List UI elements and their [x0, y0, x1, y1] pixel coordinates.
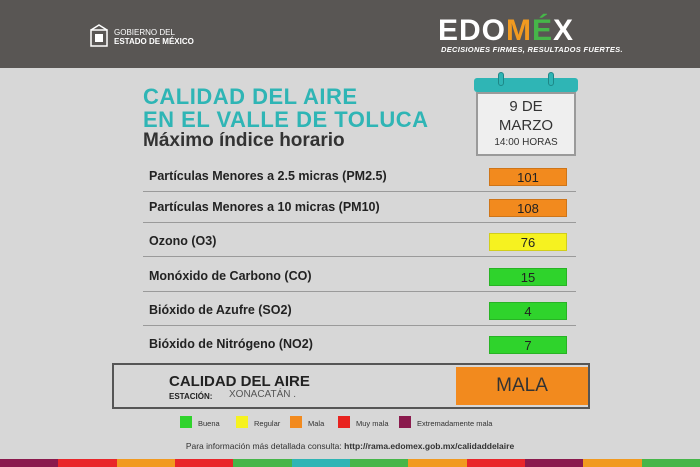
legend-label: Mala — [308, 419, 325, 428]
summary-title: CALIDAD DEL AIRE — [169, 373, 310, 390]
gov-line1: GOBIERNO DEL — [114, 28, 175, 37]
calendar-time: 14:00 HORAS — [494, 137, 558, 148]
pollutant-value: 76 — [489, 233, 567, 251]
legend-swatch — [399, 416, 411, 428]
legend-swatch — [236, 416, 248, 428]
color-stripe — [0, 459, 700, 467]
brand-part-x: X — [553, 14, 575, 47]
stripe-segment — [524, 459, 584, 467]
pollutant-label: Bióxido de Azufre (SO2) — [149, 303, 292, 317]
calendar-month: MARZO — [498, 117, 554, 134]
calendar-day: 9 DE — [509, 98, 543, 115]
row-divider — [143, 291, 576, 292]
legend-label: Regular — [254, 419, 281, 428]
government-label: GOBIERNO DEL ESTADO DE MÉXICO — [114, 28, 194, 46]
stripe-segment — [116, 459, 175, 467]
state-seal-icon — [90, 24, 108, 47]
row-divider — [143, 256, 576, 257]
pollutant-row-co: Monóxido de Carbono (CO) 15 — [143, 265, 576, 292]
calendar-ring — [498, 72, 504, 86]
pollutant-value: 15 — [489, 268, 567, 286]
station-label: ESTACIÓN: — [169, 392, 213, 401]
row-divider — [143, 191, 576, 192]
pollutant-value: 7 — [489, 336, 567, 354]
pollutant-label: Ozono (O3) — [149, 234, 217, 248]
title-line1: CALIDAD DEL AIRE — [143, 84, 358, 109]
more-info-text: Para información más detallada consulta:… — [0, 441, 700, 451]
title-line2: EN EL VALLE DE TOLUCA — [143, 107, 429, 132]
edomex-logo: EDOMÉX — [438, 14, 574, 48]
pollutant-label: Bióxido de Nitrógeno (NO2) — [149, 337, 313, 351]
stripe-segment — [349, 459, 409, 467]
stripe-segment — [58, 459, 117, 467]
legend-swatch — [290, 416, 302, 428]
row-divider — [143, 222, 576, 223]
legend-label: Extremadamente mala — [417, 419, 493, 428]
stripe-segment — [408, 459, 467, 467]
header-bar: GOBIERNO DEL ESTADO DE MÉXICO EDOMÉX DEC… — [0, 0, 700, 68]
pollutant-label: Monóxido de Carbono (CO) — [149, 269, 312, 283]
pollutant-label: Partículas Menores a 10 micras (PM10) — [149, 200, 380, 214]
pollutant-row-o3: Ozono (O3) 76 — [143, 230, 576, 257]
station-name: XONACATÁN . — [229, 389, 297, 400]
info-url-link[interactable]: http://rama.edomex.gob.mx/calidaddelaire — [344, 441, 515, 451]
brand-tagline: DECISIONES FIRMES, RESULTADOS FUERTES. — [441, 45, 623, 54]
stripe-segment — [466, 459, 525, 467]
legend-swatch — [338, 416, 350, 428]
brand-part-m: M — [506, 14, 533, 47]
calendar-header — [474, 78, 578, 92]
calendar-date: 9 DE MARZO 14:00 HORAS — [474, 72, 578, 156]
pollutant-row-pm10: Partículas Menores a 10 micras (PM10) 10… — [143, 196, 576, 223]
subtitle: Máximo índice horario — [143, 130, 345, 151]
stripe-segment — [583, 459, 642, 467]
info-prefix: Para información más detallada consulta: — [185, 441, 342, 451]
stripe-segment — [233, 459, 292, 467]
pollutant-value: 101 — [489, 168, 567, 186]
pollutant-value: 108 — [489, 199, 567, 217]
air-quality-summary: CALIDAD DEL AIRE ESTACIÓN: XONACATÁN . M… — [112, 363, 590, 409]
stripe-segment — [291, 459, 350, 467]
brand-part-edo: EDO — [438, 14, 507, 47]
row-divider — [143, 325, 576, 326]
stripe-segment — [641, 459, 700, 467]
pollutant-row-so2: Bióxido de Azufre (SO2) 4 — [143, 299, 576, 326]
gov-line2: ESTADO DE MÉXICO — [114, 37, 194, 46]
brand-part-e: É — [532, 14, 554, 47]
legend-label: Buena — [198, 419, 220, 428]
pollutant-row-pm25: Partículas Menores a 2.5 micras (PM2.5) … — [143, 165, 576, 192]
pollutant-row-no2: Bióxido de Nitrógeno (NO2) 7 — [143, 333, 576, 360]
pollutant-label: Partículas Menores a 2.5 micras (PM2.5) — [149, 169, 387, 183]
stripe-segment — [0, 459, 59, 467]
legend-label: Muy mala — [356, 419, 389, 428]
stripe-segment — [174, 459, 234, 467]
calendar-body: 9 DE MARZO 14:00 HORAS — [476, 92, 576, 156]
legend-swatch — [180, 416, 192, 428]
calendar-ring — [548, 72, 554, 86]
pollutant-value: 4 — [489, 302, 567, 320]
summary-result-badge: MALA — [456, 367, 588, 405]
